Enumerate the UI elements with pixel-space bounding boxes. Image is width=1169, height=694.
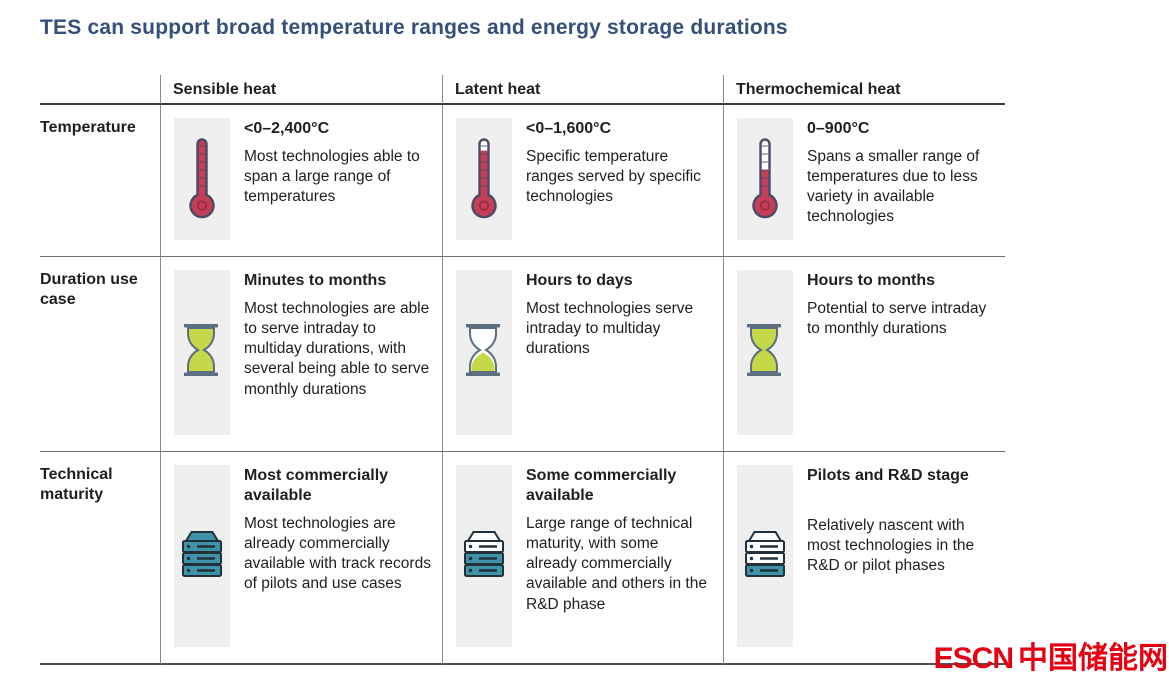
escn-logo-text: ESCN: [933, 642, 1014, 675]
icon-strip: [737, 465, 793, 647]
cell-temperature-latent: <0–1,600°C Specific temperature ranges s…: [442, 105, 723, 257]
cell-body: Most technologies able to span a large r…: [244, 148, 420, 206]
row-label-duration-use-case: Duration use case: [40, 257, 160, 452]
cell-heading: Some commercially available: [526, 467, 677, 504]
cell-maturity-thermochemical: Pilots and R&D stage Relatively nascent …: [723, 452, 1005, 665]
icon-strip: [456, 118, 512, 240]
row-label-temperature: Temperature: [40, 105, 160, 257]
column-header-thermochemical-heat: Thermochemical heat: [723, 75, 1005, 105]
escn-logo-chinese-text: 中国储能网: [1018, 642, 1168, 675]
icon-strip: [174, 118, 230, 240]
server-stack-icon: [460, 527, 508, 586]
icon-strip: [174, 270, 230, 435]
cell-body: Spans a smaller range of temperatures du…: [807, 148, 980, 226]
server-stack-icon: [741, 527, 789, 586]
cell-heading: Hours to months: [807, 272, 935, 289]
cell-body: Most technologies serve intraday to mult…: [526, 300, 694, 358]
cell-body: Potential to serve intraday to monthly d…: [807, 300, 987, 338]
cell-heading: 0–900°C: [807, 120, 870, 137]
cell-body: Most technologies are already commercial…: [244, 515, 431, 593]
cell-maturity-latent: Some commercially available Large range …: [442, 452, 723, 665]
hourglass-icon: [461, 321, 507, 384]
cell-heading: Minutes to months: [244, 272, 387, 289]
icon-strip: [456, 270, 512, 435]
thermometer-icon: [748, 134, 782, 225]
thermometer-icon: [467, 134, 501, 225]
icon-strip: [737, 118, 793, 240]
escn-watermark-logo: ESCN 中国储能网: [934, 633, 1168, 677]
cell-body: Most technologies are able to serve intr…: [244, 300, 430, 398]
icon-strip: [456, 465, 512, 647]
cell-body: Specific temperature ranges served by sp…: [526, 148, 701, 206]
cell-duration-thermochemical: Hours to months Potential to serve intra…: [723, 257, 1005, 452]
icon-strip: [174, 465, 230, 647]
row-label-technical-maturity: Technical maturity: [40, 452, 160, 665]
cell-heading: Most commercially available: [244, 467, 389, 504]
cell-heading: <0–2,400°C: [244, 120, 330, 137]
column-header-latent-heat: Latent heat: [442, 75, 723, 105]
column-header-sensible-heat: Sensible heat: [160, 75, 442, 105]
comparison-table: Sensible heat Latent heat Thermochemical…: [40, 75, 1005, 665]
cell-heading: Hours to days: [526, 272, 633, 289]
server-stack-icon: [178, 527, 226, 586]
cell-body: Relatively nascent with most technologie…: [807, 517, 975, 575]
corner-cell: [40, 75, 160, 105]
hourglass-icon: [742, 321, 788, 384]
cell-duration-latent: Hours to days Most technologies serve in…: [442, 257, 723, 452]
page-title: TES can support broad temperature ranges…: [40, 16, 788, 39]
cell-maturity-sensible: Most commercially available Most technol…: [160, 452, 442, 665]
hourglass-icon: [179, 321, 225, 384]
cell-body: Large range of technical maturity, with …: [526, 515, 707, 613]
cell-heading: <0–1,600°C: [526, 120, 612, 137]
cell-duration-sensible: Minutes to months Most technologies are …: [160, 257, 442, 452]
cell-temperature-thermochemical: 0–900°C Spans a smaller range of tempera…: [723, 105, 1005, 257]
thermometer-icon: [185, 134, 219, 225]
cell-heading: Pilots and R&D stage: [807, 467, 969, 484]
cell-temperature-sensible: <0–2,400°C Most technologies able to spa…: [160, 105, 442, 257]
icon-strip: [737, 270, 793, 435]
